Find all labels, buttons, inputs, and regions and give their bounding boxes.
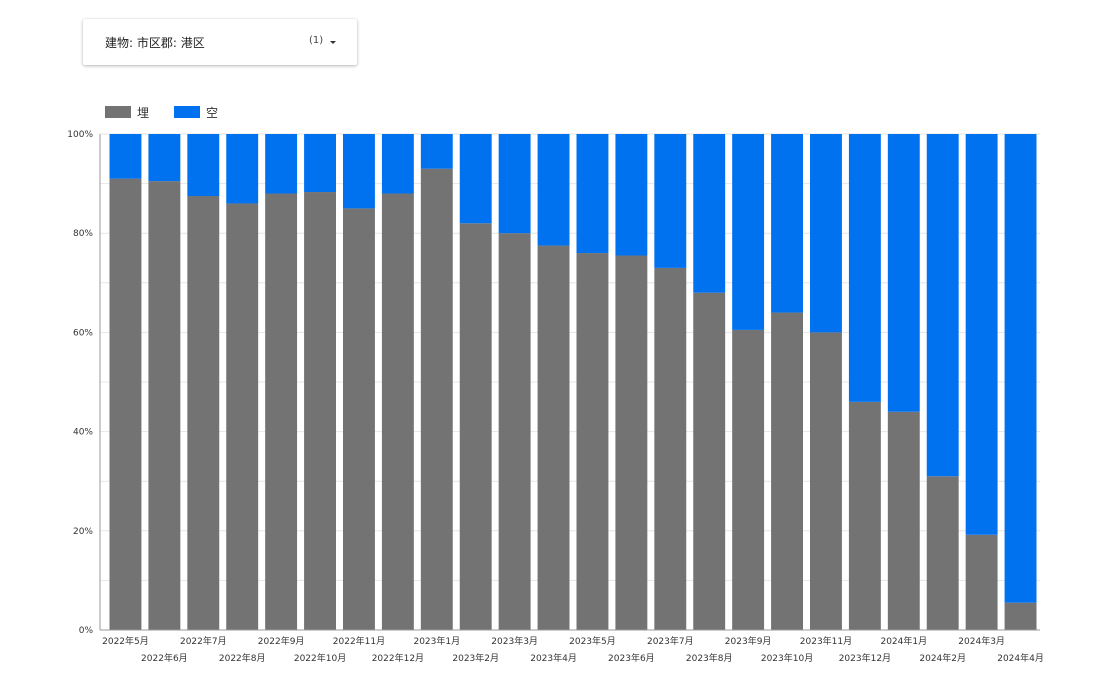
filter-selection-count: (1) (309, 35, 324, 46)
legend-swatch-vacant (174, 106, 200, 118)
bar-vacant[interactable] (226, 134, 259, 204)
bar-vacant[interactable] (187, 134, 220, 196)
bar-vacant[interactable] (265, 134, 298, 194)
x-tick-label: 2023年12月 (839, 652, 891, 664)
x-tick-label: 2023年7月 (647, 635, 694, 647)
bar-vacant[interactable] (965, 134, 998, 535)
bars (109, 134, 1037, 631)
y-tick-label: 100% (67, 130, 93, 140)
x-tick-label: 2022年12月 (372, 652, 424, 664)
bar-filled[interactable] (498, 233, 531, 630)
bar-filled[interactable] (537, 245, 570, 630)
bar-filled[interactable] (810, 332, 842, 630)
bar-vacant[interactable] (381, 134, 414, 194)
x-tick-label: 2023年10月 (761, 652, 813, 664)
bar-vacant[interactable] (148, 134, 181, 182)
bar-filled[interactable] (576, 253, 609, 631)
bar-filled[interactable] (965, 534, 998, 630)
bar-vacant[interactable] (926, 134, 959, 477)
bar-filled[interactable] (693, 292, 726, 630)
bar-filled[interactable] (226, 203, 259, 630)
bar-vacant[interactable] (109, 134, 142, 179)
bar-vacant[interactable] (498, 134, 531, 234)
x-tick-label: 2023年4月 (530, 652, 577, 664)
x-tick-label: 2024年3月 (958, 635, 1005, 647)
x-tick-label: 2023年6月 (608, 652, 655, 664)
bar-filled[interactable] (1004, 602, 1037, 630)
caret-down-icon[interactable] (330, 41, 336, 44)
legend-label-vacant: 空 (206, 106, 218, 120)
bar-vacant[interactable] (343, 134, 375, 209)
x-tick-label: 2023年5月 (569, 635, 616, 647)
bar-filled[interactable] (148, 181, 181, 630)
x-tick-label: 2022年8月 (219, 652, 266, 664)
x-tick-label: 2022年7月 (180, 635, 227, 647)
bar-filled[interactable] (615, 255, 648, 630)
bar-filled[interactable] (381, 193, 414, 630)
bar-filled[interactable] (420, 168, 453, 630)
bar-filled[interactable] (848, 401, 881, 630)
bar-vacant[interactable] (537, 134, 570, 246)
bar-filled[interactable] (459, 223, 492, 630)
bar-filled[interactable] (654, 267, 687, 630)
bar-filled[interactable] (265, 193, 298, 630)
bar-vacant[interactable] (1004, 134, 1037, 603)
bar-vacant[interactable] (732, 134, 765, 330)
legend: 埋 空 (105, 106, 218, 120)
city-filter-dropdown[interactable]: 建物: 市区郡: 港区 (1) (83, 19, 357, 65)
x-tick-label: 2024年4月 (997, 652, 1044, 664)
y-tick-label: 80% (73, 229, 93, 239)
bar-filled[interactable] (343, 208, 375, 630)
x-tick-label: 2024年2月 (919, 652, 966, 664)
bar-vacant[interactable] (304, 134, 336, 193)
bar-vacant[interactable] (848, 134, 881, 402)
bar-filled[interactable] (926, 476, 959, 630)
bar-filled[interactable] (771, 312, 803, 630)
x-tick-label: 2022年6月 (141, 652, 188, 664)
x-tick-label: 2023年9月 (725, 635, 772, 647)
bar-vacant[interactable] (615, 134, 648, 256)
x-tick-label: 2022年10月 (294, 652, 346, 664)
y-tick-label: 0% (79, 626, 94, 636)
x-tick-label: 2023年2月 (452, 652, 499, 664)
x-tick-label: 2022年5月 (102, 635, 149, 647)
x-tick-label: 2024年1月 (880, 635, 927, 647)
x-tick-label: 2023年1月 (413, 635, 460, 647)
bar-filled[interactable] (187, 196, 220, 630)
bar-filled[interactable] (304, 192, 336, 631)
bar-vacant[interactable] (810, 134, 842, 333)
y-tick-label: 60% (73, 328, 93, 338)
bar-vacant[interactable] (654, 134, 687, 268)
bar-vacant[interactable] (693, 134, 726, 293)
legend-label-filled: 埋 (137, 106, 149, 120)
x-tick-label: 2023年3月 (491, 635, 538, 647)
bar-filled[interactable] (887, 411, 920, 630)
bar-filled[interactable] (109, 178, 142, 630)
filter-label: 建物: 市区郡: 港区 (105, 36, 205, 50)
bar-vacant[interactable] (771, 134, 803, 313)
y-tick-label: 20% (73, 527, 93, 537)
x-tick-label: 2023年8月 (686, 652, 733, 664)
x-tick-label: 2022年11月 (333, 635, 385, 647)
x-tick-label: 2022年9月 (258, 635, 305, 647)
x-tick-label: 2023年11月 (800, 635, 852, 647)
legend-swatch-filled (105, 106, 131, 118)
bar-vacant[interactable] (420, 134, 453, 169)
bar-vacant[interactable] (887, 134, 920, 412)
bar-filled[interactable] (732, 329, 765, 630)
bar-vacant[interactable] (459, 134, 492, 224)
axes: 0% 20% 40% 60% 80% 100% 2022年5月 2022年6月 2022年7月 2… (67, 130, 1044, 664)
y-tick-label: 40% (73, 428, 93, 438)
bar-vacant[interactable] (576, 134, 609, 254)
